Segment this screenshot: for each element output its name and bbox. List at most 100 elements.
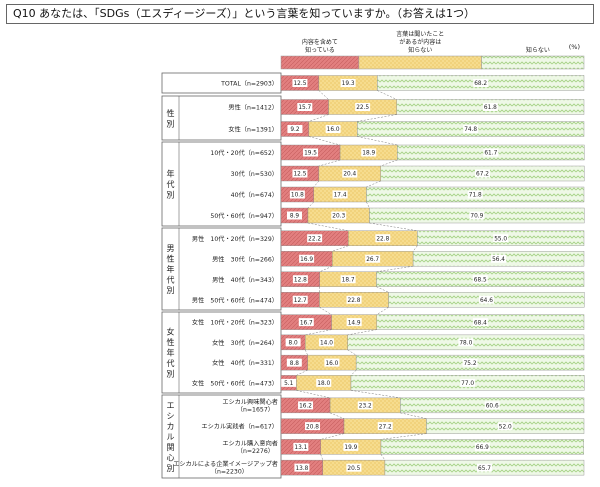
data-label-bg: [299, 254, 315, 263]
row-label: エシカル実践者（n=617）: [201, 423, 278, 431]
data-label-seg2: 27.2: [379, 424, 392, 430]
data-label-seg2: 19.9: [344, 445, 357, 451]
connector-line: [307, 201, 314, 209]
connector-line: [307, 222, 349, 231]
data-label-seg3: 66.9: [476, 445, 489, 451]
data-label-seg2: 20.3: [332, 214, 345, 220]
data-label-bg: [463, 125, 479, 133]
data-label-seg3: 64.6: [480, 298, 493, 304]
group-label-char: 性: [167, 108, 175, 118]
row-label: エシカル購入意向者: [222, 439, 278, 447]
data-label-bg: [293, 442, 309, 451]
data-label-bg: [332, 190, 348, 199]
connector-line: [308, 136, 341, 146]
row-label: 男性（n=1412）: [228, 104, 278, 112]
group-label-char: シ: [167, 412, 175, 421]
connector-line: [400, 412, 427, 419]
row-label: エシカル興味関心者: [222, 398, 278, 406]
data-label-bg: [483, 148, 499, 157]
data-label-seg1: 12.8: [294, 277, 307, 283]
connector-line: [376, 266, 414, 272]
group-label-char: 年: [167, 169, 175, 179]
data-label-seg1: 15.7: [298, 105, 311, 111]
connector-line: [350, 369, 357, 376]
data-label-bg: [318, 338, 334, 347]
data-label-seg1: 5.1: [284, 381, 294, 387]
group-label-char: 別: [167, 370, 175, 379]
connector-line: [329, 412, 345, 419]
data-label-bg: [305, 422, 321, 431]
group-label-char: 代: [167, 358, 175, 368]
data-label-bg: [303, 148, 319, 157]
data-label-bg: [324, 358, 340, 367]
data-label-seg3: 71.8: [469, 193, 482, 199]
data-label-seg1: 16.7: [300, 320, 313, 326]
data-label-bg: [294, 463, 310, 472]
row-label: 女性 50代・60代（n=473）: [192, 379, 278, 387]
row-label: 50代・60代（n=947）: [210, 212, 278, 220]
data-label-seg1: 16.9: [300, 257, 313, 263]
legend-swatch-seg2: [358, 55, 482, 70]
group-label-char: 心: [167, 454, 175, 463]
data-label-bg: [298, 318, 314, 327]
legend-label-seg2: があるが内容は: [399, 38, 441, 46]
data-label-bg: [340, 79, 356, 87]
data-label-bg: [346, 463, 362, 472]
connector-line: [296, 369, 308, 376]
connector-line: [320, 454, 324, 461]
connector-line: [366, 201, 370, 209]
row-label: （n=2276）: [237, 448, 274, 455]
data-label-bg: [493, 234, 509, 243]
data-label-bg: [346, 295, 362, 304]
data-label-bg: [340, 275, 356, 284]
legend-label-seg1: 内容を含めて: [302, 38, 338, 46]
group-label-char: 別: [167, 464, 175, 473]
connector-line: [305, 349, 308, 356]
data-label-seg2: 14.9: [348, 320, 361, 326]
connector-line: [380, 159, 398, 167]
connector-line: [320, 433, 345, 440]
data-label-bg: [325, 125, 341, 133]
data-label-seg2: 22.8: [348, 298, 361, 304]
group-label-char: 代: [167, 275, 175, 285]
row-label: 女性（n=1391）: [228, 126, 278, 134]
connector-line: [319, 307, 332, 315]
data-label-bg: [357, 401, 373, 410]
data-label-bg: [361, 148, 377, 157]
data-label-seg2: 22.8: [376, 236, 389, 242]
group-label-char: 男: [167, 244, 175, 253]
group-frame: [161, 95, 282, 141]
data-label-bg: [478, 295, 494, 304]
data-label-seg3: 77.0: [461, 381, 474, 387]
group-label-char: エ: [167, 401, 175, 410]
data-label-seg3: 55.0: [494, 236, 507, 242]
group-label-char: 年: [167, 348, 175, 358]
data-label-seg3: 68.5: [474, 277, 487, 283]
data-label-seg2: 20.4: [343, 172, 356, 178]
question-title: Q10 あなたは、「SDGs（エスディージーズ）」という言葉を知っていますか。（…: [6, 4, 594, 24]
connector-line: [332, 245, 349, 252]
connector-line: [296, 390, 331, 399]
data-label-bg: [292, 295, 308, 304]
unit-label: (%): [569, 43, 580, 51]
row-label: TOTAL（n=2903）: [220, 81, 278, 88]
group-label-char: 性: [167, 254, 175, 264]
data-label-seg3: 70.9: [470, 214, 483, 220]
data-label-bg: [365, 254, 381, 263]
row-label: 女性 40代（n=331）: [212, 359, 278, 367]
data-label-seg1: 12.7: [294, 298, 307, 304]
data-label-seg1: 16.2: [299, 404, 312, 410]
legend-swatch-seg1: [280, 55, 360, 70]
connector-line: [377, 90, 397, 100]
connector-line: [366, 180, 381, 188]
data-label-bg: [472, 275, 488, 284]
data-label-bg: [472, 318, 488, 327]
data-label-bg: [484, 401, 500, 410]
data-label-seg3: 78.0: [459, 341, 472, 347]
group-frame: [161, 311, 282, 394]
row-label: 男性 40代（n=343）: [212, 276, 278, 284]
data-label-bg: [292, 79, 308, 87]
data-label-bg: [307, 234, 323, 243]
data-label-bg: [355, 103, 371, 111]
data-label-bg: [343, 442, 359, 451]
